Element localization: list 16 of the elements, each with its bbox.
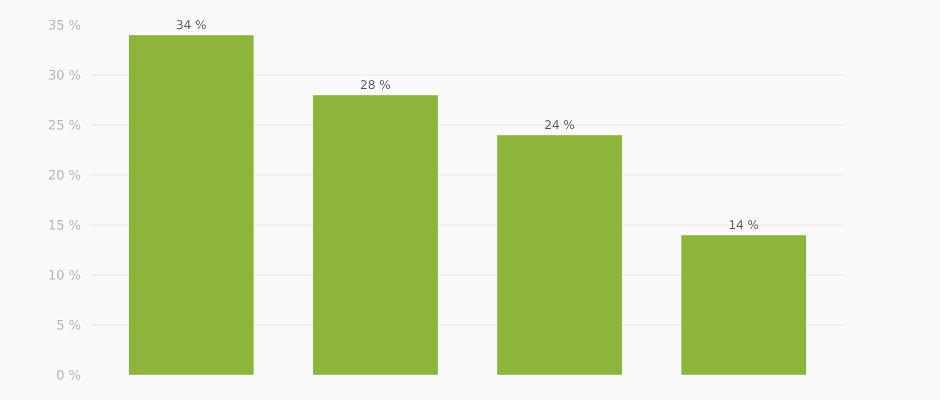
y-tick-label: 15 %	[48, 218, 81, 234]
data-label: 14 %	[728, 218, 759, 232]
y-tick-label: 25 %	[48, 118, 81, 134]
y-tick-label: 5 %	[56, 318, 81, 334]
bar	[680, 234, 807, 375]
y-tick-label: 30 %	[48, 68, 81, 84]
y-tick-label: 10 %	[48, 268, 81, 284]
y-tick-label: 35 %	[48, 18, 81, 34]
data-label: 28 %	[360, 78, 391, 92]
data-label: 34 %	[176, 18, 207, 32]
y-tick-label: 0 %	[56, 368, 81, 384]
bar	[128, 34, 254, 375]
y-tick-label: 20 %	[48, 168, 81, 184]
data-label: 24 %	[544, 118, 575, 132]
bar	[312, 94, 438, 375]
bar	[496, 134, 622, 375]
